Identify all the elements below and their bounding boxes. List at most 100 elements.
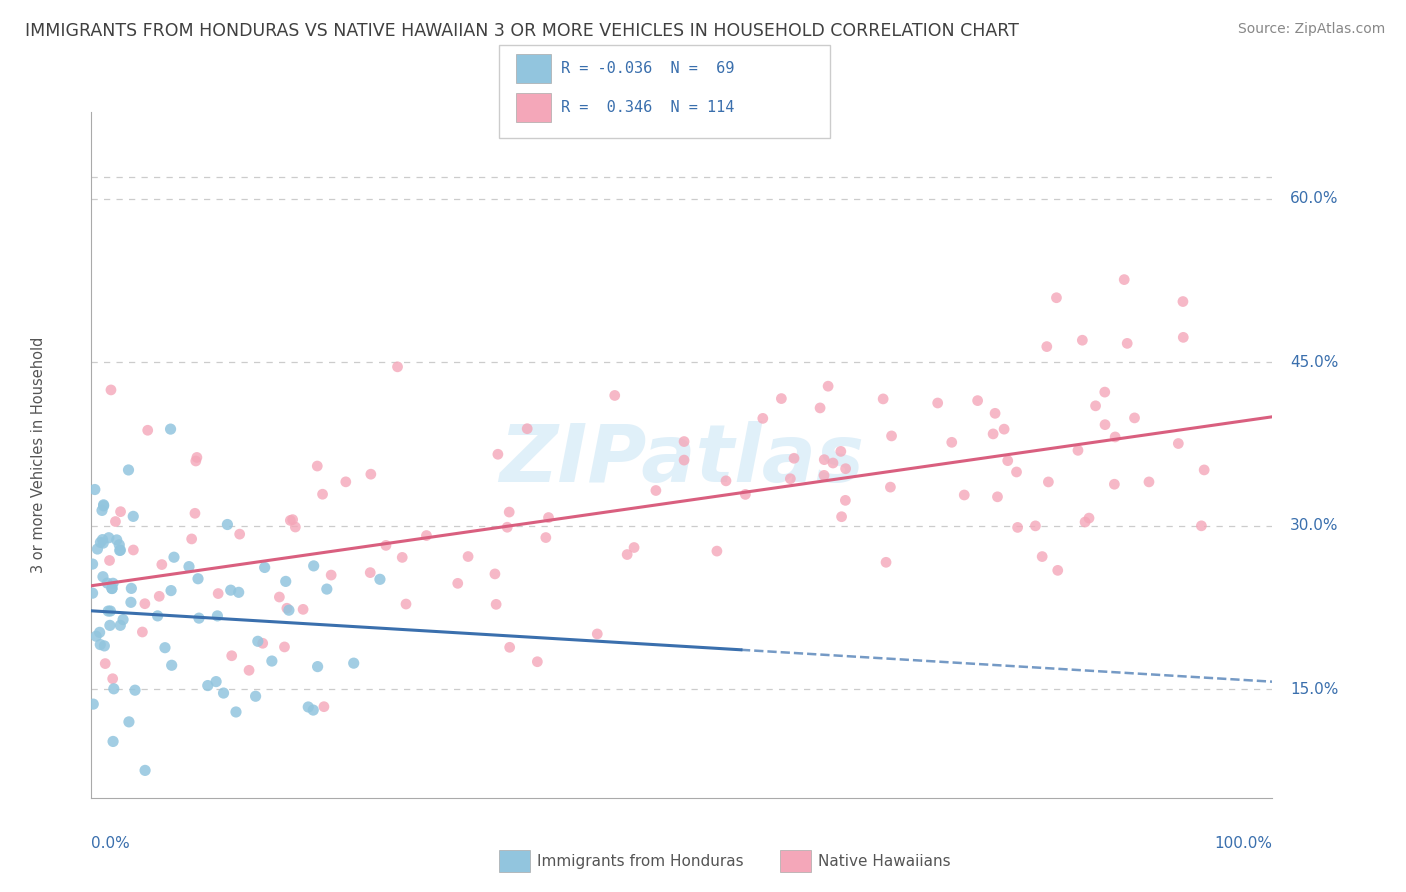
- Point: [110, 505, 132, 519]
- Point: [150, 558, 173, 572]
- Point: [108, 538, 131, 552]
- Point: [212, 686, 235, 700]
- Point: [246, 634, 269, 648]
- Point: [89, 625, 111, 640]
- Point: [252, 636, 274, 650]
- Point: [834, 461, 856, 475]
- Point: [1078, 511, 1101, 525]
- Text: Source: ZipAtlas.com: Source: ZipAtlas.com: [1237, 22, 1385, 37]
- Point: [134, 597, 156, 611]
- Point: [1031, 549, 1053, 564]
- Point: [1005, 465, 1028, 479]
- Point: [274, 574, 297, 589]
- Point: [217, 517, 239, 532]
- Point: [89, 535, 111, 549]
- Point: [457, 549, 479, 564]
- Point: [219, 583, 242, 598]
- Point: [498, 505, 520, 519]
- Point: [307, 659, 329, 673]
- Point: [1137, 475, 1160, 489]
- Point: [184, 454, 207, 468]
- Point: [1189, 518, 1212, 533]
- Point: [98, 553, 121, 567]
- Point: [93, 639, 115, 653]
- Point: [238, 663, 260, 677]
- Point: [783, 451, 806, 466]
- Point: [395, 597, 418, 611]
- Point: [586, 627, 609, 641]
- Point: [101, 672, 124, 686]
- Point: [534, 531, 557, 545]
- Point: [1074, 515, 1097, 529]
- Point: [82, 557, 104, 571]
- Point: [97, 604, 120, 618]
- Point: [981, 426, 1004, 441]
- Point: [496, 520, 519, 534]
- Point: [1192, 463, 1215, 477]
- Point: [180, 532, 202, 546]
- Text: ZIPatlas: ZIPatlas: [499, 421, 865, 500]
- Point: [537, 510, 560, 524]
- Point: [1046, 563, 1069, 577]
- Point: [273, 640, 295, 654]
- Point: [1167, 436, 1189, 450]
- Point: [153, 640, 176, 655]
- Point: [297, 700, 319, 714]
- Point: [831, 509, 853, 524]
- Point: [941, 435, 963, 450]
- Point: [1071, 333, 1094, 347]
- Point: [623, 541, 645, 555]
- Point: [879, 480, 901, 494]
- Point: [779, 472, 801, 486]
- Text: 15.0%: 15.0%: [1291, 681, 1339, 697]
- Point: [616, 548, 638, 562]
- Point: [984, 406, 1007, 420]
- Point: [486, 447, 509, 461]
- Point: [770, 392, 793, 406]
- Text: 60.0%: 60.0%: [1291, 191, 1339, 206]
- Point: [387, 359, 409, 374]
- Point: [368, 572, 391, 586]
- Point: [415, 528, 437, 542]
- Point: [93, 499, 115, 513]
- Point: [186, 450, 208, 465]
- Point: [834, 493, 856, 508]
- Point: [953, 488, 976, 502]
- Point: [163, 550, 186, 565]
- Point: [986, 490, 1008, 504]
- Point: [277, 603, 299, 617]
- Point: [91, 503, 114, 517]
- Point: [197, 679, 219, 693]
- Point: [359, 566, 381, 580]
- Point: [1036, 340, 1059, 354]
- Point: [821, 456, 844, 470]
- Point: [311, 487, 333, 501]
- Point: [817, 379, 839, 393]
- Point: [89, 638, 111, 652]
- Point: [706, 544, 728, 558]
- Point: [269, 590, 291, 604]
- Point: [516, 422, 538, 436]
- Point: [91, 570, 114, 584]
- Point: [253, 560, 276, 574]
- Point: [880, 429, 903, 443]
- Point: [225, 705, 247, 719]
- Point: [228, 527, 250, 541]
- Point: [1084, 399, 1107, 413]
- Text: Immigrants from Honduras: Immigrants from Honduras: [537, 854, 744, 869]
- Point: [131, 625, 153, 640]
- Point: [673, 453, 696, 467]
- Point: [177, 559, 200, 574]
- Point: [103, 681, 125, 696]
- Point: [1104, 477, 1126, 491]
- Point: [1173, 330, 1195, 344]
- Point: [118, 714, 141, 729]
- Point: [484, 566, 506, 581]
- Point: [872, 392, 894, 406]
- Point: [280, 513, 302, 527]
- Point: [100, 604, 122, 618]
- Text: IMMIGRANTS FROM HONDURAS VS NATIVE HAWAIIAN 3 OR MORE VEHICLES IN HOUSEHOLD CORR: IMMIGRANTS FROM HONDURAS VS NATIVE HAWAI…: [25, 22, 1019, 40]
- Point: [84, 629, 107, 643]
- Point: [645, 483, 668, 498]
- Point: [228, 585, 250, 599]
